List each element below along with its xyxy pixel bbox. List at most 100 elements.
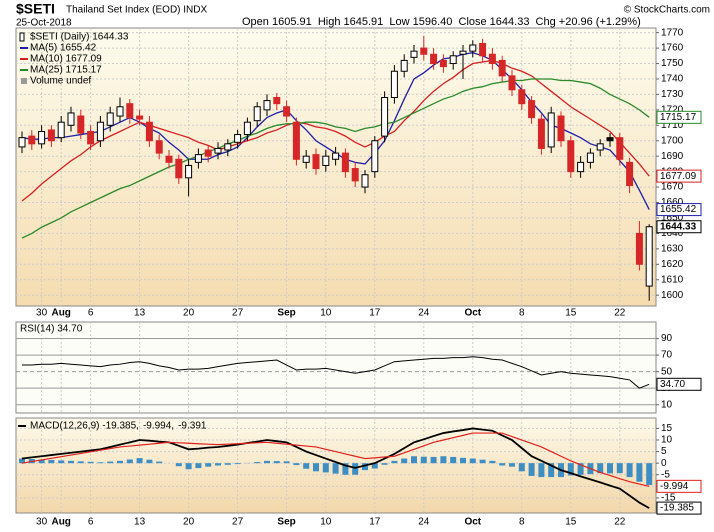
value-tag-label: 1644.33 (660, 221, 697, 232)
histogram-bar (126, 459, 133, 464)
x-tick-label: 20 (183, 308, 195, 319)
y-tick-label: 10 (661, 435, 673, 446)
value-tag (656, 110, 702, 124)
x-tick-label: Sep (277, 517, 295, 528)
histogram-bar (77, 461, 84, 464)
x-tick-label: 17 (369, 517, 381, 528)
histogram-bar (175, 463, 182, 467)
histogram-bar (264, 460, 270, 464)
candle-body (77, 115, 85, 134)
x-tick-label: 13 (134, 517, 146, 528)
histogram-bar (87, 461, 94, 464)
histogram-bar (616, 463, 623, 474)
x-tick-label: 27 (232, 517, 244, 528)
histogram-bar (479, 459, 486, 464)
candle-body (626, 161, 634, 187)
value-tag (656, 203, 702, 217)
candle-body (292, 121, 300, 160)
candle-body (459, 50, 467, 55)
x-tick-label: 15 (565, 517, 577, 528)
histogram-bar (146, 459, 153, 464)
histogram-bar (234, 463, 241, 465)
candle-body (243, 121, 251, 136)
y-tick-label: 5 (661, 446, 667, 457)
candle-body (606, 137, 614, 142)
histogram-bar (254, 462, 261, 464)
candle-body (586, 152, 594, 163)
histogram-bar (646, 463, 653, 485)
candle-body (283, 106, 291, 117)
candle-body (567, 140, 575, 173)
legend-label: MA(5) 1655.42 (30, 43, 97, 54)
x-tick-label: Aug (51, 308, 70, 319)
y-tick-label: 1650 (661, 213, 684, 224)
y-tick-label: 90 (661, 333, 673, 344)
moving-average (21, 59, 650, 202)
y-tick-label: 1710 (661, 120, 684, 131)
candle-body (126, 103, 134, 119)
value-tag-label: -9.994 (660, 481, 689, 492)
candle-body (332, 152, 340, 160)
candle-body (488, 53, 496, 65)
value-tag (656, 377, 702, 391)
rsi-line (22, 356, 650, 389)
candle-body (469, 44, 477, 52)
y-tick-label: 1600 (661, 290, 684, 301)
histogram-bar (371, 463, 378, 469)
candle-body (224, 143, 232, 151)
legend-label: -9.994, (143, 421, 174, 432)
candle-body (547, 112, 555, 148)
histogram-bar (362, 463, 368, 471)
histogram-bar (48, 459, 55, 464)
candle-body (28, 135, 36, 145)
histogram-bar (117, 460, 123, 464)
candle-body (18, 137, 26, 148)
candle-body (185, 164, 193, 179)
y-tick-label: 70 (661, 350, 673, 361)
candle-body (557, 115, 565, 142)
x-tick-label: 15 (565, 308, 577, 319)
candle-body (537, 118, 545, 149)
histogram-bar (313, 463, 319, 472)
histogram-bar (636, 463, 643, 482)
histogram-bar (411, 456, 417, 464)
histogram-bar (509, 463, 515, 467)
y-tick-label: 1700 (661, 135, 684, 146)
date: 25-Oct-2018 (16, 18, 72, 29)
macd-line (21, 427, 650, 509)
histogram-bar (518, 463, 525, 472)
y-tick-label: 1630 (661, 243, 684, 254)
histogram-bar (352, 463, 359, 475)
candle-body (479, 42, 487, 57)
value-tag-label: 34.70 (660, 379, 685, 390)
panel-title: RSI(14) 34.70 (20, 324, 83, 335)
candle-body (57, 121, 65, 139)
legend-icon (19, 32, 25, 42)
candle-body (439, 59, 447, 68)
x-tick-label: 8 (519, 308, 525, 319)
value-tag (656, 501, 702, 515)
index-title: Thailand Set Index (EOD) INDX (66, 5, 207, 16)
candle-body (155, 140, 163, 154)
y-tick-label: 1660 (661, 197, 684, 208)
candle-body (616, 137, 624, 160)
histogram-bar (626, 463, 633, 478)
x-tick-label: 24 (418, 308, 430, 319)
histogram-bar (548, 463, 555, 478)
x-tick-label: Aug (51, 517, 70, 528)
candle-body (508, 75, 516, 91)
y-tick-label: 10 (661, 399, 673, 410)
candle-body (87, 130, 95, 145)
y-tick-label: 1720 (661, 104, 684, 115)
candle-body (341, 152, 349, 173)
panel (15, 27, 657, 307)
candle-body (106, 112, 114, 126)
histogram-bar (342, 463, 349, 475)
x-tick-label: 17 (369, 308, 381, 319)
x-tick-label: 8 (519, 517, 525, 528)
candle-body (145, 121, 153, 142)
histogram-bar (430, 456, 437, 464)
x-tick-label: Oct (464, 517, 481, 528)
histogram-bar (597, 463, 604, 474)
